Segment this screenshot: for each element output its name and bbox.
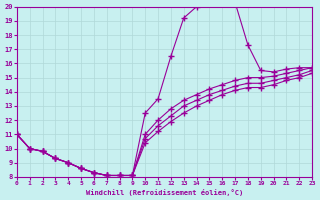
X-axis label: Windchill (Refroidissement éolien,°C): Windchill (Refroidissement éolien,°C) — [86, 189, 243, 196]
